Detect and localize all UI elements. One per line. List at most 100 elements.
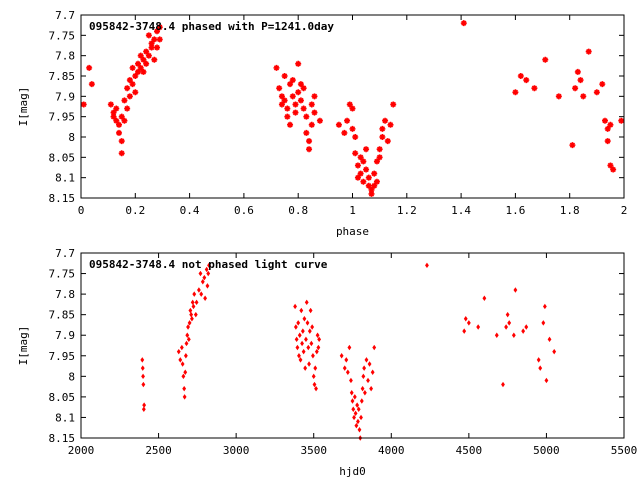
unphased-data-point: [357, 427, 362, 433]
unphased-data-point: [308, 307, 313, 314]
phased-data-point: [354, 174, 361, 181]
phased-data-point: [376, 146, 383, 153]
phased-data-point: [273, 64, 280, 71]
unphased-data-point: [351, 406, 356, 412]
phased-y-tick-label: 7.7: [55, 9, 75, 22]
phased-data-point: [341, 129, 348, 136]
phased-data-point: [390, 101, 397, 108]
phased-data-point: [580, 93, 587, 100]
unphased-data-point: [180, 361, 185, 367]
phased-plot-frame: [80, 14, 625, 199]
phased-data-point: [365, 182, 372, 189]
phased-data-point: [569, 142, 576, 149]
unphased-data-point: [197, 287, 201, 293]
phased-data-point: [303, 129, 310, 136]
unphased-data-point: [302, 316, 307, 322]
unphased-y-tick-label: 7.85: [49, 309, 76, 322]
phased-data-point: [143, 60, 150, 67]
phased-data-point: [363, 166, 370, 173]
phased-data-point: [132, 89, 139, 96]
phased-data-point: [376, 154, 383, 161]
phased-data-point: [300, 105, 307, 112]
unphased-data-point: [297, 353, 301, 359]
phased-data-point: [300, 85, 307, 92]
phased-x-tick-label: 1.6: [505, 204, 525, 217]
unphased-y-tick-label: 8.05: [49, 391, 76, 404]
phased-data-point: [151, 36, 158, 43]
phased-data-point: [542, 56, 549, 63]
unphased-data-point: [314, 348, 319, 355]
unphased-data-point: [359, 414, 363, 421]
phased-data-point: [607, 121, 614, 128]
unphased-data-point: [344, 357, 349, 363]
unphased-y-tick-label: 7.7: [55, 247, 75, 260]
unphased-data-point: [183, 369, 188, 375]
phased-data-point: [335, 121, 342, 128]
phased-data-point: [360, 178, 367, 185]
unphased-data-point: [309, 340, 314, 347]
unphased-x-tick-label: 3000: [223, 444, 250, 457]
phased-data-point: [303, 113, 310, 120]
phased-x-tick-label: 0.2: [125, 204, 145, 217]
phased-x-tick-label: 1.8: [560, 204, 580, 217]
phased-y-tick-label: 7.9: [55, 90, 75, 103]
phased-data-point: [292, 109, 299, 116]
phased-data-point: [297, 97, 304, 104]
phased-data-point: [365, 174, 372, 181]
unphased-y-tick-label: 7.95: [49, 350, 76, 363]
unphased-data-point: [304, 336, 308, 343]
phased-data-point: [154, 28, 161, 35]
phased-data-point: [148, 44, 155, 51]
phased-y-tick-label: 8.15: [49, 192, 76, 205]
phased-data-point: [379, 134, 386, 140]
phased-data-point: [308, 121, 315, 128]
phased-data-point: [346, 101, 353, 108]
phased-y-tick-label: 8.05: [49, 151, 76, 164]
phased-data-point: [344, 117, 351, 124]
phased-data-point: [124, 105, 131, 112]
phased-data-point: [517, 73, 524, 79]
phased-data-point: [357, 154, 364, 161]
phased-data-point: [572, 85, 579, 92]
unphased-y-tick-label: 7.8: [55, 288, 75, 301]
phased-data-point: [523, 77, 530, 84]
phased-data-point: [140, 56, 147, 63]
unphased-data-point: [425, 262, 429, 269]
unphased-data-points: [140, 262, 557, 441]
unphased-data-point: [207, 262, 211, 269]
unphased-data-point: [363, 390, 367, 396]
unphased-data-point: [301, 348, 306, 355]
unphased-data-point: [476, 324, 481, 330]
unphased-data-point: [140, 357, 145, 363]
unphased-data-point: [307, 328, 312, 334]
phased-data-point: [276, 85, 283, 92]
unphased-data-point: [462, 328, 467, 334]
phased-data-point: [349, 125, 356, 132]
unphased-data-point: [367, 361, 372, 367]
unphased-data-point: [188, 307, 193, 314]
unphased-data-point: [314, 385, 318, 392]
unphased-data-point: [366, 377, 370, 384]
unphased-data-point: [311, 353, 315, 359]
phased-data-point: [107, 101, 114, 108]
phased-data-point: [126, 93, 133, 100]
unphased-data-point: [354, 422, 359, 429]
phased-data-point: [281, 73, 288, 79]
phased-data-point: [371, 170, 378, 177]
phased-chart: 0 0.2 0.4 0.6 0.8 1 1.2 1.4 1.6 1.8 2 7.7 7.75 7.8 7.8…: [17, 9, 627, 238]
unphased-data-point: [501, 381, 505, 388]
unphased-data-point: [141, 381, 146, 388]
unphased-data-point: [182, 394, 187, 400]
unphased-data-point: [463, 316, 468, 322]
unphased-data-point: [178, 357, 183, 363]
unphased-data-point: [200, 279, 205, 285]
unphased-data-point: [466, 320, 471, 326]
unphased-data-point: [505, 311, 510, 318]
unphased-data-point: [199, 291, 204, 297]
unphased-data-point: [186, 336, 191, 343]
unphased-data-point: [507, 320, 512, 326]
phased-data-point: [140, 68, 147, 75]
phased-data-point: [118, 150, 125, 157]
phased-data-point: [86, 64, 93, 71]
phased-data-point: [604, 125, 611, 132]
